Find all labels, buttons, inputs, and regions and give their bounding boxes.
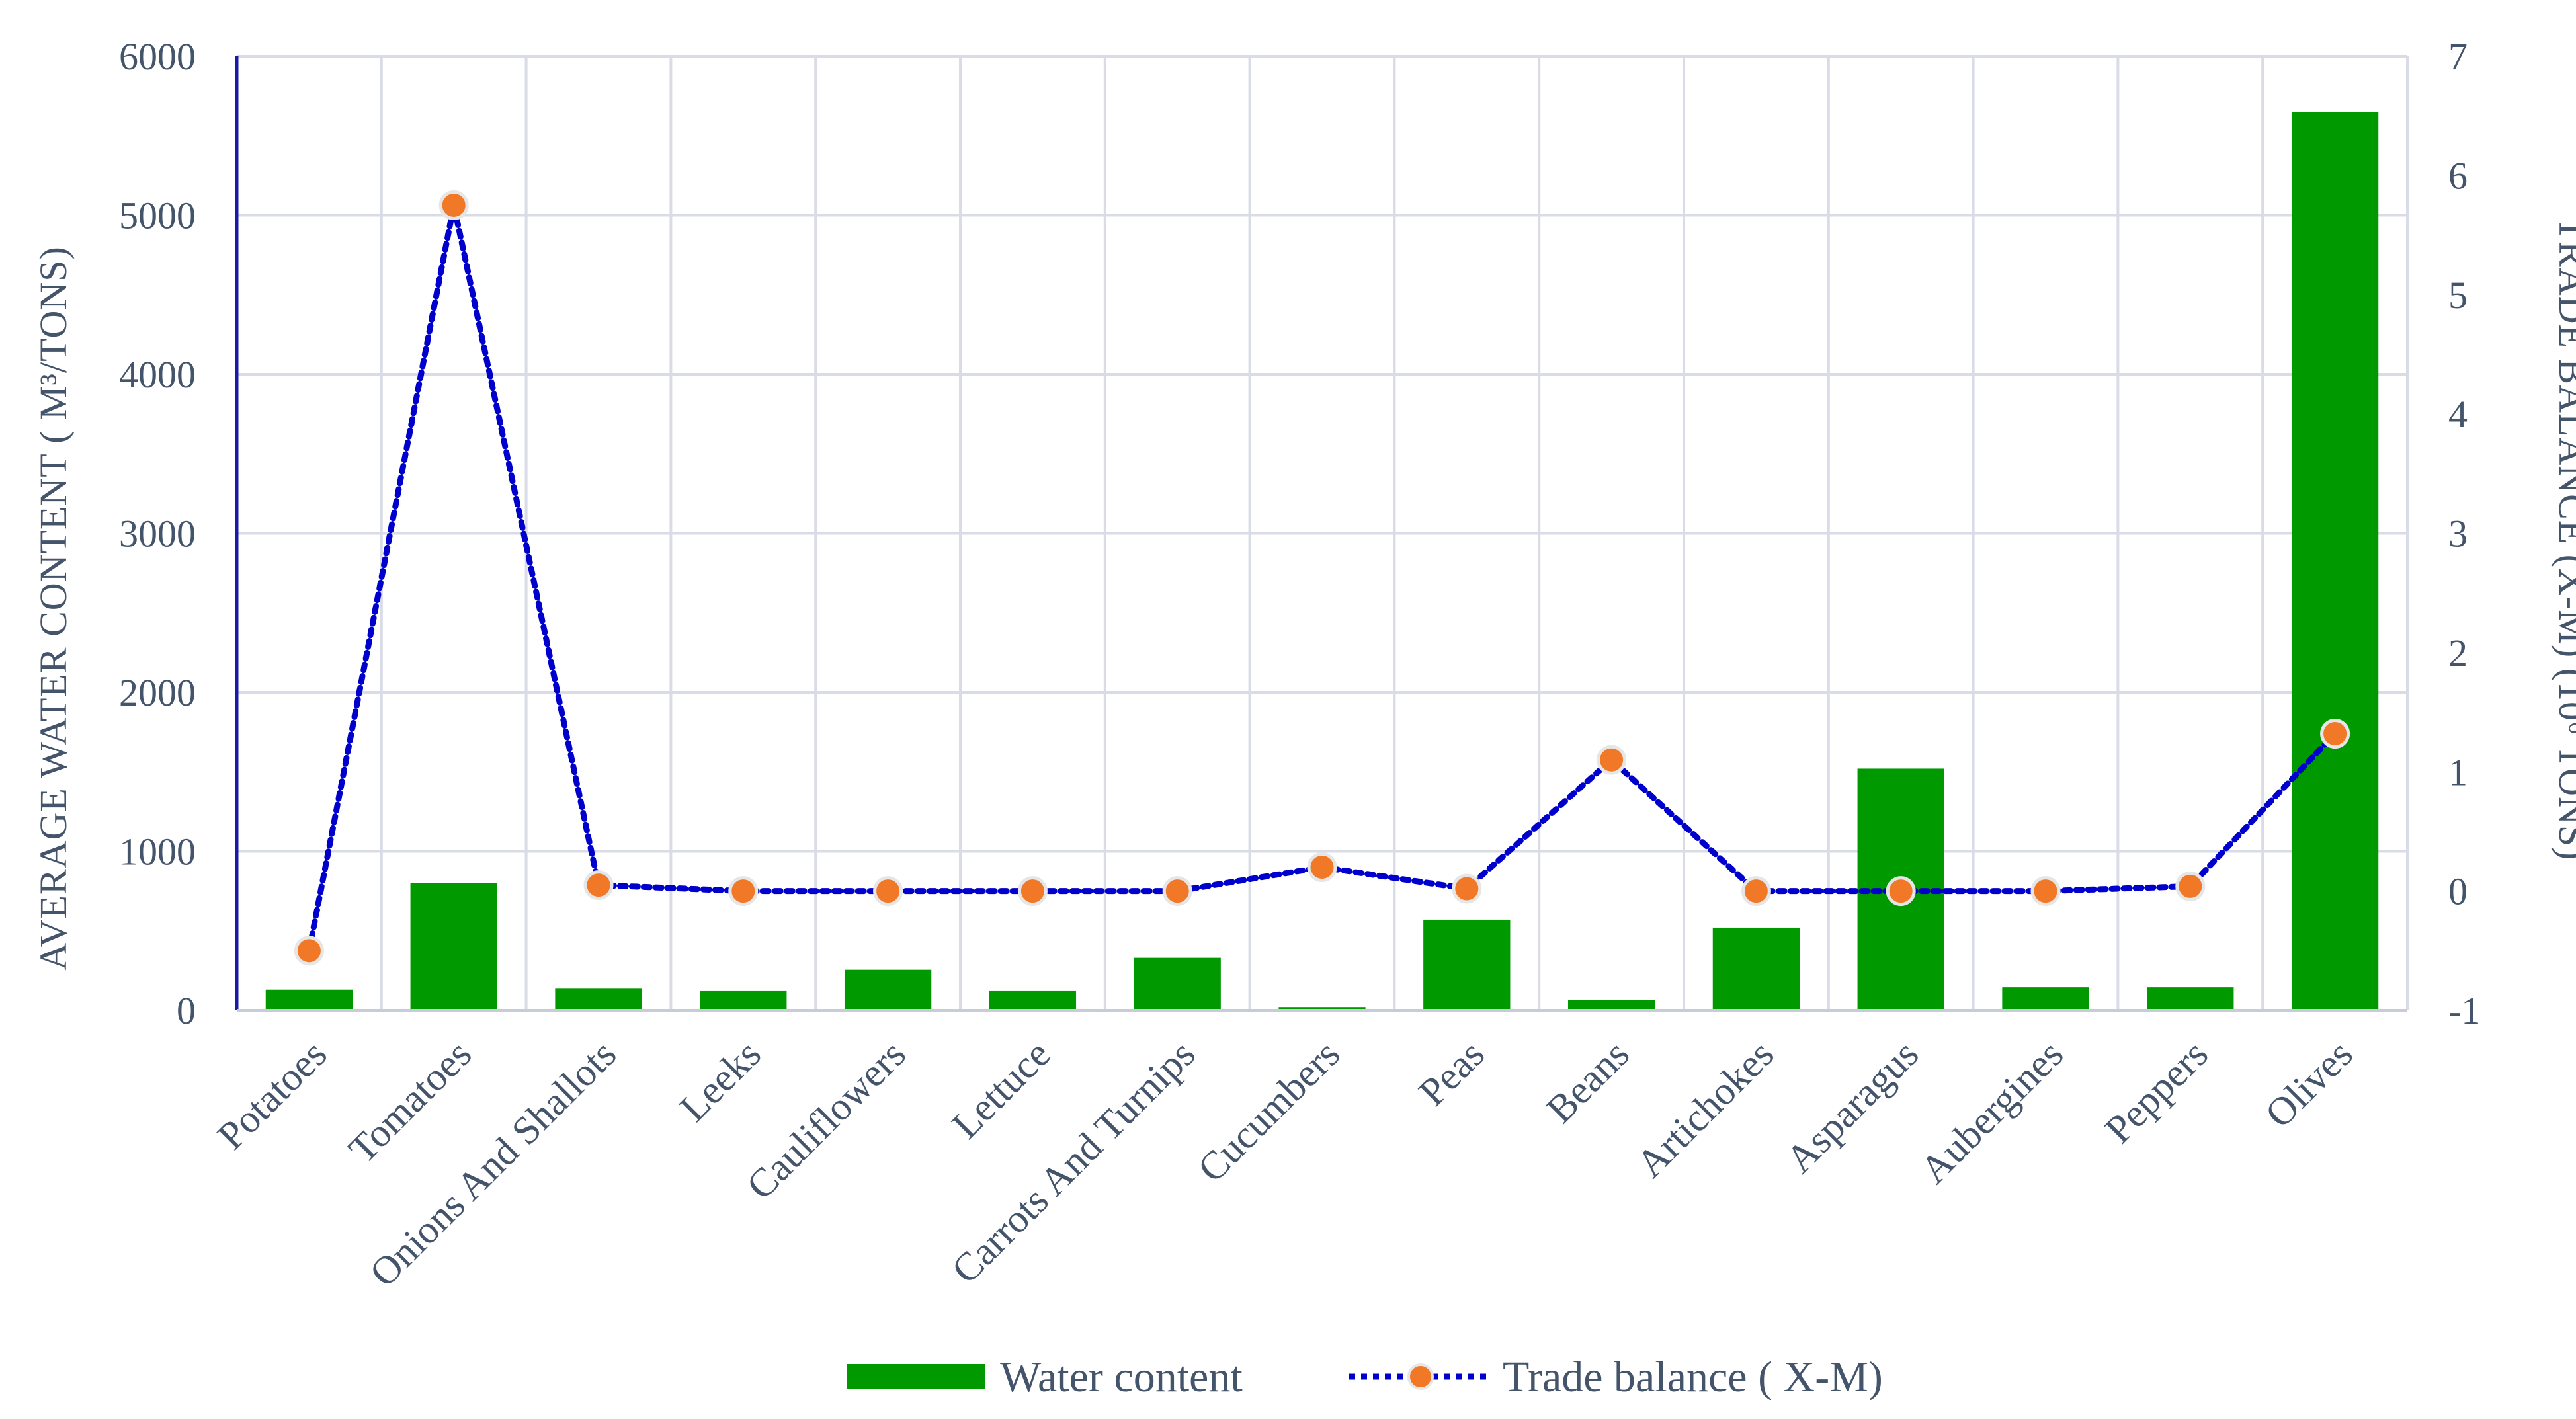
trade-balance-point-cauliflowers bbox=[873, 876, 903, 907]
right-tick-label: 3 bbox=[2448, 512, 2468, 555]
category-label: Artichokes bbox=[1628, 1032, 1782, 1186]
right-tick-label: 1 bbox=[2448, 750, 2468, 793]
trade-balance-point-potatoes bbox=[294, 936, 324, 966]
category-label: Leeks bbox=[671, 1032, 769, 1130]
trade-balance-polyline bbox=[306, 204, 2339, 954]
category-label: Asparagus bbox=[1778, 1032, 1927, 1182]
right-tick-label: 0 bbox=[2448, 870, 2468, 913]
trade-balance-point-carrots-and-turnips bbox=[1162, 876, 1192, 907]
left-tick-label: 5000 bbox=[119, 194, 196, 237]
trade-balance-point-asparagus bbox=[1886, 876, 1916, 907]
category-label: Potatoes bbox=[209, 1032, 335, 1158]
right-tick-label: 6 bbox=[2448, 154, 2468, 197]
category-label: Tomatoes bbox=[340, 1032, 479, 1172]
left-axis-ticks: 0 1000 2000 3000 4000 5000 6000 bbox=[119, 35, 196, 1032]
bar-peppers bbox=[2147, 987, 2234, 1010]
category-label: Olives bbox=[2257, 1032, 2360, 1136]
left-tick-label: 4000 bbox=[119, 353, 196, 396]
trade-balance-point-lettuce bbox=[1017, 876, 1048, 907]
bar-potatoes bbox=[265, 989, 353, 1010]
legend-water-content-label: Water content bbox=[1000, 1353, 1243, 1401]
trade-balance-point-tomatoes bbox=[438, 190, 469, 220]
right-axis-ticks: -1 0 1 2 3 4 5 6 7 bbox=[2448, 35, 2480, 1032]
category-label: Onions And Shallots bbox=[361, 1032, 624, 1295]
category-label: Cucumbers bbox=[1189, 1032, 1348, 1191]
bar-lettuce bbox=[989, 990, 1077, 1010]
bar-onions-and-shallots bbox=[555, 988, 642, 1010]
trade-balance-point-onions-and-shallots bbox=[583, 870, 614, 901]
left-axis-title: AVERAGE WATER CONTENT ( M³/TONS) bbox=[32, 246, 75, 971]
legend-water-content-swatch bbox=[847, 1364, 985, 1389]
legend: Water content Trade balance ( X-M) bbox=[847, 1353, 1883, 1401]
bar-peas bbox=[1423, 919, 1511, 1010]
bar-leeks bbox=[700, 990, 787, 1010]
bar-artichokes bbox=[1712, 927, 1800, 1010]
right-tick-label: 5 bbox=[2448, 274, 2468, 317]
trade-balance-point-olives bbox=[2320, 719, 2350, 749]
right-tick-label: 4 bbox=[2448, 393, 2468, 436]
axes bbox=[235, 56, 2407, 1012]
bar-tomatoes bbox=[410, 883, 497, 1010]
right-tick-label: 2 bbox=[2448, 631, 2468, 674]
trade-balance-point-cucumbers bbox=[1307, 852, 1337, 883]
left-tick-label: 2000 bbox=[119, 671, 196, 714]
left-tick-label: 1000 bbox=[119, 831, 196, 873]
trade-balance-point-artichokes bbox=[1741, 876, 1771, 907]
bar-aubergines bbox=[2002, 987, 2089, 1010]
category-label: Beans bbox=[1538, 1032, 1637, 1131]
water-content-bars bbox=[265, 112, 2379, 1010]
trade-balance-point-peppers bbox=[2175, 871, 2206, 901]
category-label: Carrots And Turnips bbox=[943, 1032, 1203, 1292]
bar-cauliflowers bbox=[844, 969, 932, 1010]
category-label: Peppers bbox=[2097, 1032, 2216, 1152]
bar-beans bbox=[1567, 1000, 1655, 1010]
left-tick-label: 3000 bbox=[119, 512, 196, 555]
bar-olives bbox=[2291, 112, 2379, 1010]
gridlines bbox=[235, 55, 2409, 1012]
legend-trade-balance-marker bbox=[1407, 1363, 1434, 1390]
legend-trade-balance-label: Trade balance ( X-M) bbox=[1503, 1353, 1883, 1401]
bar-cucumbers bbox=[1278, 1007, 1366, 1010]
category-label: Lettuce bbox=[944, 1032, 1059, 1147]
trade-balance-line bbox=[294, 190, 2350, 966]
right-tick-label: -1 bbox=[2448, 989, 2480, 1032]
left-tick-label: 6000 bbox=[119, 35, 196, 78]
right-tick-label: 7 bbox=[2448, 35, 2468, 78]
trade-balance-point-peas bbox=[1452, 873, 1482, 904]
category-label: Peas bbox=[1411, 1032, 1493, 1114]
trade-balance-point-leeks bbox=[728, 876, 759, 907]
trade-balance-point-aubergines bbox=[2030, 876, 2061, 907]
left-tick-label: 0 bbox=[177, 989, 196, 1032]
trade-balance-point-beans bbox=[1597, 745, 1627, 775]
category-label: Aubergines bbox=[1912, 1032, 2071, 1192]
bar-carrots-and-turnips bbox=[1134, 957, 1221, 1010]
right-axis-title: TRADE BALANCE (X-M) (10⁶ TONS) bbox=[2551, 218, 2576, 861]
